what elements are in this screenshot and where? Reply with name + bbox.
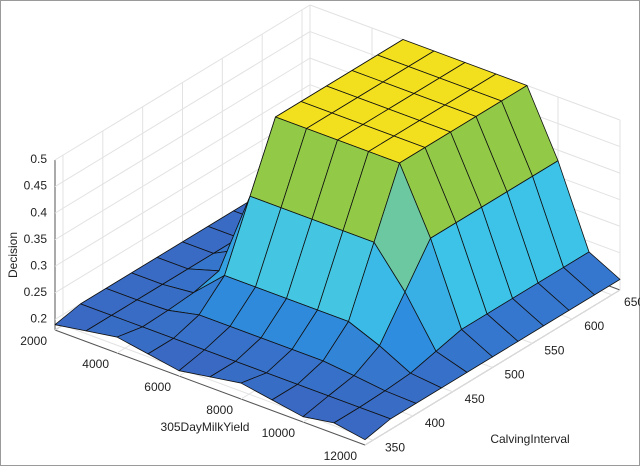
y-tick-label: 450 <box>465 392 485 406</box>
y-tick-label: 500 <box>505 368 525 382</box>
z-tick-label: 0.35 <box>24 232 48 246</box>
y-axis-label: CalvingInterval <box>490 432 569 446</box>
grid-line <box>62 324 374 441</box>
x-tick-label: 12000 <box>324 449 358 463</box>
x-tick-label: 6000 <box>144 380 171 394</box>
z-tick-label: 0.4 <box>30 205 47 219</box>
y-tick-label: 600 <box>584 319 604 333</box>
z-tick-label: 0.25 <box>24 285 48 299</box>
x-axis-label: 305DayMilkYield <box>161 420 250 434</box>
y-tick-label: 350 <box>385 440 405 454</box>
x-tick-label: 2000 <box>20 334 47 348</box>
surface-face <box>333 406 391 441</box>
x-tick-label: 4000 <box>82 357 109 371</box>
x-tick-label: 8000 <box>206 403 233 417</box>
z-axis-label: Decision <box>6 232 20 278</box>
z-tick-label: 0.3 <box>30 258 47 272</box>
x-tick-label: 10000 <box>262 426 296 440</box>
y-tick-label: 400 <box>425 416 445 430</box>
axis-line <box>54 329 366 446</box>
z-tick-label: 0.5 <box>30 152 47 166</box>
y-tick-label: 650 <box>624 295 640 309</box>
y-tick-label: 550 <box>544 343 564 357</box>
z-tick-label: 0.2 <box>30 312 47 326</box>
z-tick-label: 0.45 <box>24 179 48 193</box>
